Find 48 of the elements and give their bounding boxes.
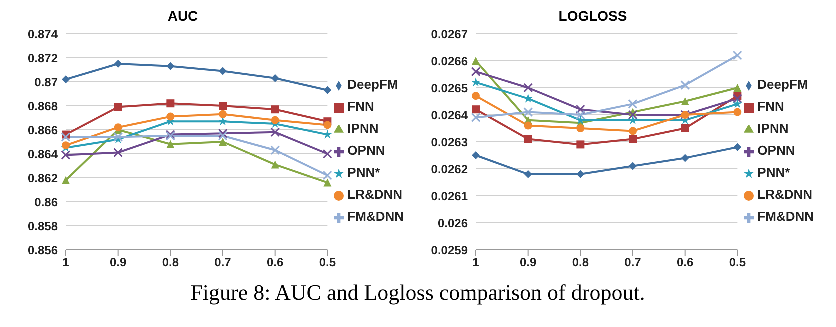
legend-label: PNN* (758, 165, 790, 180)
y-tick-label: 0.858 (28, 219, 58, 234)
y-tick-label: 0.0264 (431, 108, 468, 122)
legend-label: LR&DNN (758, 187, 813, 202)
x-tick-label: 1 (472, 256, 480, 270)
x-tick-label: 0.5 (319, 256, 336, 270)
legend-label: FNN (758, 99, 784, 114)
legend-label: FM&DNN (758, 209, 814, 224)
caption: Figure 8: AUC and Logloss comparison of dropout. (190, 280, 646, 306)
y-tick-label: 0.872 (28, 51, 58, 66)
legend-label: DeepFM (758, 77, 808, 92)
y-tick-label: 0.0261 (431, 189, 468, 204)
legend-label: PNN* (348, 165, 380, 180)
y-tick-label: 0.862 (28, 171, 58, 186)
legend-label: FM&DNN (348, 209, 404, 224)
x-tick-label: 0.9 (520, 256, 537, 270)
x-tick-label: 0.8 (162, 256, 180, 270)
legend-label: DeepFM (348, 77, 398, 92)
y-tick-label: 0.0262 (431, 162, 468, 176)
x-tick-label: 0.7 (624, 256, 642, 270)
y-tick-label: 0.0259 (431, 243, 468, 258)
legend-label: FNN (348, 99, 374, 114)
x-tick-label: 0.8 (572, 256, 590, 270)
y-tick-label: 0.864 (28, 147, 58, 162)
x-tick-label: 0.7 (214, 256, 232, 270)
chart-title: AUC (166, 8, 200, 26)
legend-label: OPNN (348, 143, 386, 158)
y-tick-label: 0.0263 (431, 135, 468, 150)
y-tick-label: 0.026 (438, 216, 468, 230)
y-tick-label: 0.0267 (431, 27, 468, 42)
chart-title: LOGLOSS (558, 8, 628, 26)
y-tick-label: 0.874 (28, 27, 58, 42)
x-tick-label: 0.5 (729, 256, 746, 270)
legend-label: IPNN (758, 121, 789, 136)
x-tick-label: 1 (62, 256, 70, 270)
x-tick-label: 0.6 (676, 256, 694, 270)
x-tick-label: 0.6 (266, 256, 284, 270)
y-tick-label: 0.856 (28, 243, 58, 258)
legend-label: OPNN (758, 143, 796, 158)
y-tick-label: 0.866 (28, 123, 58, 138)
legend-label: IPNN (348, 121, 379, 136)
y-tick-label: 0.0265 (431, 81, 468, 96)
y-tick-label: 0.87 (34, 75, 58, 90)
x-tick-label: 0.9 (110, 256, 127, 270)
y-tick-label: 0.86 (34, 195, 58, 210)
legend-label: LR&DNN (348, 187, 403, 202)
y-tick-label: 0.868 (28, 99, 58, 114)
y-tick-label: 0.0266 (431, 54, 468, 68)
